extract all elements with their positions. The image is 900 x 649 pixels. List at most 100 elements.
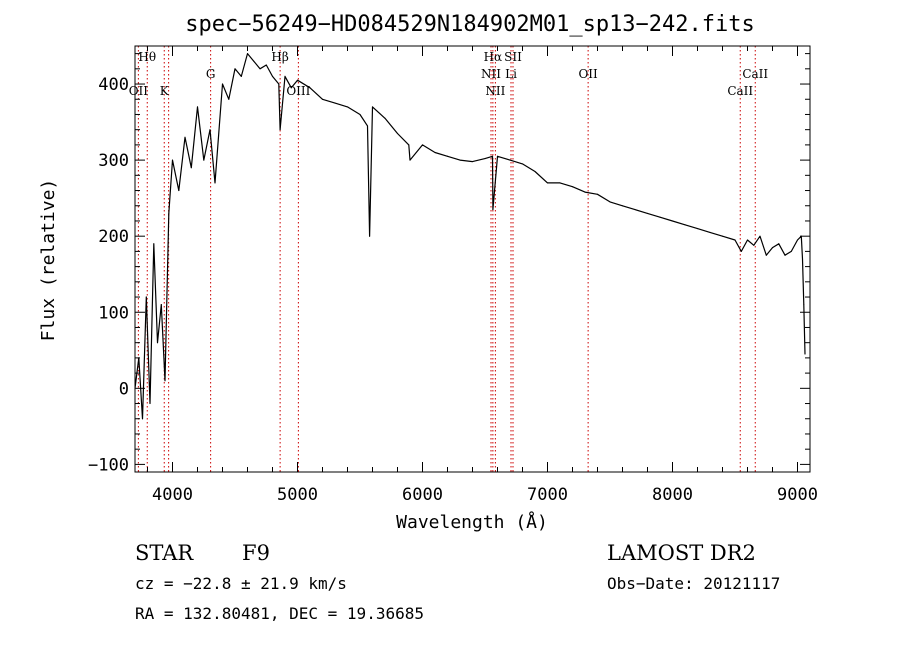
observation-date: Obs−Date: 20121117 <box>607 574 780 593</box>
line-marker-label: SII <box>504 50 522 64</box>
spectrum-point <box>222 83 223 85</box>
spectrum-point <box>142 418 143 420</box>
emission-line-markers <box>137 46 756 472</box>
line-marker-label: NII <box>485 84 505 98</box>
spectrum-point <box>622 205 623 207</box>
spectrum-point <box>272 75 273 77</box>
spectrum-point <box>472 161 473 163</box>
x-tick-label: 5000 <box>277 485 318 505</box>
spectrum-point <box>492 209 494 211</box>
spectrum-point <box>214 182 216 184</box>
line-marker-label: OII <box>578 67 598 81</box>
plot-frame <box>134 45 811 473</box>
spectrum-point <box>772 247 773 249</box>
spectrum-point <box>722 235 723 237</box>
spectrum-point <box>397 133 398 134</box>
spectrum-point <box>709 231 711 233</box>
x-tick-label: 7000 <box>527 485 568 505</box>
spectrum-point <box>240 75 242 77</box>
line-marker-label: Hβ <box>271 50 288 64</box>
spectrum-point <box>190 167 192 169</box>
spectrum-point <box>278 83 280 85</box>
spectrum-point <box>279 129 281 131</box>
spectrum-point <box>572 186 573 188</box>
spectrum-point <box>408 144 410 146</box>
spectrum-point <box>784 254 786 256</box>
spectrum-point <box>297 79 298 81</box>
spectrum-point <box>197 106 198 108</box>
spectrum-point <box>459 159 461 161</box>
x-tick-label: 4000 <box>152 485 193 505</box>
y-axis-ticks: −100 0 100 200 300 400 <box>88 53 810 475</box>
line-marker-label: Hθ <box>138 50 156 64</box>
spectrum-point <box>797 239 798 241</box>
line-marker-label: Li <box>505 67 517 81</box>
spectrum-point <box>734 239 736 241</box>
spectrum-point <box>740 250 742 252</box>
spectrum-point <box>672 220 673 222</box>
spectrum-point <box>347 106 348 108</box>
x-tick-label: 6000 <box>402 485 443 505</box>
spectrum-point <box>153 243 155 245</box>
spectrum-point <box>367 125 368 127</box>
line-marker-label: OII <box>129 84 149 98</box>
redshift-value: cz = −22.8 ± 21.9 km/s <box>135 574 347 593</box>
spectrum-point <box>359 114 361 115</box>
spectrum-point <box>597 193 598 195</box>
y-tick-label: 200 <box>98 227 129 247</box>
survey-name: LAMOST DR2 <box>607 541 756 565</box>
spectrum-point <box>759 235 761 237</box>
x-tick-label: 8000 <box>652 485 693 505</box>
spectrum-point <box>369 235 371 237</box>
x-axis-ticks: 4000 5000 6000 7000 8000 9000 <box>147 46 818 505</box>
x-axis-label: Wavelength (Å) <box>396 511 548 533</box>
line-marker-label: CaII <box>742 67 768 81</box>
y-tick-label: 300 <box>98 151 129 171</box>
line-marker-label: G <box>206 67 216 81</box>
spectrum-point <box>259 68 261 70</box>
spectrum-point <box>609 201 611 203</box>
spectrum-point <box>434 152 436 153</box>
spectrum-point <box>409 159 411 161</box>
spectrum-point <box>804 353 806 355</box>
spectrum-point <box>164 380 166 382</box>
spectrum-point <box>253 60 255 62</box>
spectrum-point <box>509 159 511 161</box>
spectrum-point <box>547 182 548 184</box>
spectrum-point <box>160 304 162 306</box>
spectrum-point <box>247 53 248 55</box>
spectrum-point <box>322 98 323 100</box>
spectrum-series-layer <box>134 53 806 420</box>
spectrum-point <box>203 159 205 161</box>
line-marker-label: Hα <box>484 50 503 64</box>
spectrum-point <box>265 64 267 66</box>
y-tick-label: −100 <box>88 455 129 475</box>
line-marker-label: K <box>160 84 170 98</box>
line-marker-label: OIII <box>286 84 310 98</box>
spectrum-point <box>149 403 151 404</box>
spectrum-point <box>802 258 803 260</box>
spectrum-point <box>534 171 536 172</box>
x-tick-label: 9000 <box>777 485 818 505</box>
coordinates: RA = 132.80481, DEC = 19.36685 <box>135 604 424 623</box>
spectrum-point <box>334 102 336 104</box>
spectrum-point <box>803 304 805 306</box>
spectrum-point <box>290 87 292 89</box>
spectrum-point <box>447 155 448 157</box>
line-marker-label: NII <box>481 67 501 81</box>
line-marker-label: CaII <box>727 84 753 98</box>
spectrum-point <box>747 239 748 241</box>
spectrum-point <box>372 106 373 108</box>
spectrum-point <box>168 212 170 214</box>
spectrum-point <box>647 212 648 214</box>
spectrum-point <box>384 117 386 119</box>
spectrum-point <box>765 254 767 256</box>
spectrum-point <box>522 163 523 165</box>
spectrum-point <box>497 155 498 157</box>
y-axis-label: Flux (relative) <box>38 179 59 342</box>
spectrum-point <box>145 296 147 298</box>
object-class: STAR <box>135 541 194 565</box>
y-tick-label: 100 <box>98 303 129 323</box>
spectrum-point <box>284 75 286 77</box>
spectrum-point <box>178 190 180 191</box>
